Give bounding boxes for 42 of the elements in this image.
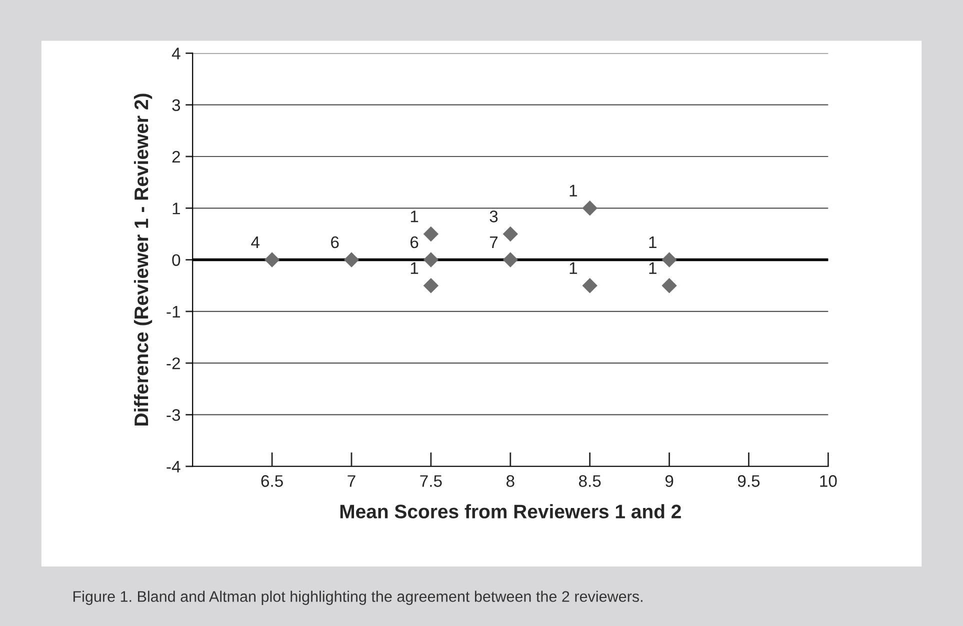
annotation: 1 xyxy=(649,262,656,274)
point xyxy=(662,252,677,268)
annotation: 6 xyxy=(331,236,339,248)
point xyxy=(502,252,518,268)
point xyxy=(423,226,439,242)
caption: Figure 1. Bland and Altman plot highlighting the agreement between the 2 reviewers. xyxy=(73,590,642,605)
y-tick-label: -2 xyxy=(166,357,180,370)
annotation: 4 xyxy=(251,236,260,248)
y-tick-label: 2 xyxy=(172,150,180,163)
y-axis-title: Difference (Reviewer 1 - Reviewer 2) xyxy=(134,94,152,426)
point xyxy=(264,252,280,268)
y-tick-label: -1 xyxy=(166,306,180,318)
annotation: 1 xyxy=(649,236,656,248)
point xyxy=(662,278,677,294)
x-tick-label: 9.5 xyxy=(738,475,760,487)
x-tick-label: 6.5 xyxy=(261,475,283,487)
annotation: 1 xyxy=(570,262,577,274)
x-tick-label: 8 xyxy=(506,475,514,487)
annotation: 1 xyxy=(410,210,418,222)
y-tick-label: 3 xyxy=(172,99,180,112)
annotation: 6 xyxy=(410,236,418,248)
x-tick-label: 8.5 xyxy=(578,475,601,487)
x-tick-label: 7 xyxy=(348,475,356,487)
annotation: 1 xyxy=(410,262,418,274)
point xyxy=(423,252,439,268)
annotation: 3 xyxy=(490,210,498,222)
point xyxy=(582,278,598,294)
point xyxy=(502,226,518,242)
y-tick-label: 4 xyxy=(172,48,180,60)
y-tick-label: 0 xyxy=(172,254,180,266)
point xyxy=(582,200,598,216)
annotation: 1 xyxy=(570,184,577,196)
x-tick-label: 7.5 xyxy=(420,475,442,487)
y-tick-label: -3 xyxy=(166,409,180,421)
annotation: 7 xyxy=(490,236,498,248)
y-tick-label: -4 xyxy=(166,460,180,472)
x-tick-label: 9 xyxy=(665,475,674,487)
x-axis-title: Mean Scores from Reviewers 1 and 2 xyxy=(340,504,681,518)
y-tick-label: 1 xyxy=(172,202,180,214)
x-tick-label: 10 xyxy=(820,475,837,487)
point xyxy=(344,252,360,268)
point xyxy=(423,278,439,294)
